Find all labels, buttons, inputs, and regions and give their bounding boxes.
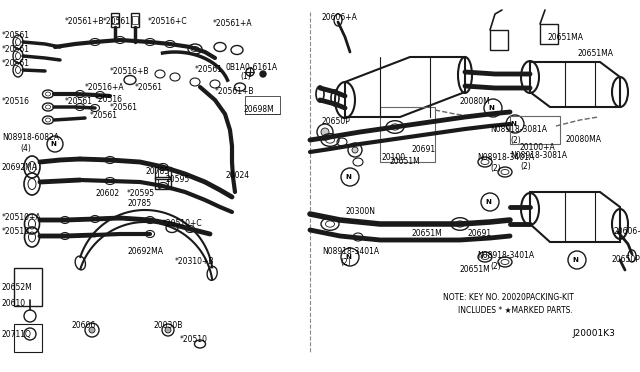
Text: *20595: *20595: [127, 189, 155, 199]
Text: *20561: *20561: [110, 103, 138, 112]
Text: *20310+B: *20310+B: [175, 257, 214, 266]
Text: (2): (2): [340, 257, 351, 266]
Bar: [155, 177, 171, 189]
Text: (2): (2): [490, 164, 500, 173]
Text: 20651M: 20651M: [460, 266, 491, 275]
Bar: [158, 169, 168, 177]
Text: *20516+A: *20516+A: [85, 83, 125, 93]
Text: *20516: *20516: [95, 96, 123, 105]
Text: *20561: *20561: [2, 45, 30, 55]
Circle shape: [260, 71, 266, 77]
Text: *20561: *20561: [135, 83, 163, 93]
Text: N08918-3401A: N08918-3401A: [477, 251, 534, 260]
Text: *20561: *20561: [2, 32, 30, 41]
Text: N: N: [488, 105, 494, 111]
Text: *20510+A: *20510+A: [2, 212, 42, 221]
Text: 20691: 20691: [412, 145, 436, 154]
Text: 20692MA: 20692MA: [2, 163, 38, 171]
Text: *20510: *20510: [180, 336, 208, 344]
Text: 20595: 20595: [165, 174, 189, 183]
Text: 20692MA: 20692MA: [128, 247, 164, 257]
Bar: [490, 30, 508, 50]
Circle shape: [321, 128, 329, 136]
Text: *20561: *20561: [90, 112, 118, 121]
Text: N: N: [572, 257, 578, 263]
Text: 20606: 20606: [72, 321, 96, 330]
Text: 20606+A: 20606+A: [322, 13, 358, 22]
Circle shape: [352, 147, 358, 153]
Text: N: N: [50, 141, 56, 147]
Text: N08918-6082A: N08918-6082A: [2, 134, 59, 142]
Text: 20650P: 20650P: [612, 256, 640, 264]
Text: NOTE: KEY NO. 20020PACKING-KIT: NOTE: KEY NO. 20020PACKING-KIT: [443, 292, 574, 301]
Text: 20651M: 20651M: [390, 157, 420, 167]
Text: 20080M: 20080M: [460, 97, 491, 106]
Text: *20510: *20510: [2, 228, 30, 237]
Text: *20516: *20516: [2, 97, 30, 106]
Text: *20561+B: *20561+B: [65, 17, 104, 26]
Bar: [155, 167, 171, 179]
Text: 20610: 20610: [2, 299, 26, 308]
Bar: [111, 13, 119, 27]
Text: *20561: *20561: [2, 60, 30, 68]
Text: 0B1A0-6161A: 0B1A0-6161A: [225, 62, 277, 71]
Text: 20785: 20785: [127, 199, 151, 208]
Bar: [132, 16, 138, 24]
Text: (1): (1): [240, 73, 251, 81]
Bar: [245, 96, 280, 114]
Text: INCLUDES * ★MARKED PARTS.: INCLUDES * ★MARKED PARTS.: [458, 305, 573, 314]
Text: 20651MA: 20651MA: [578, 49, 614, 58]
Text: J20001K3: J20001K3: [572, 330, 615, 339]
Text: *20561+A: *20561+A: [213, 19, 253, 29]
Text: *20510+C: *20510+C: [163, 219, 203, 228]
Bar: [510, 116, 560, 144]
Text: 20024: 20024: [225, 171, 249, 180]
Text: *20561: *20561: [65, 97, 93, 106]
Text: 20691: 20691: [468, 230, 492, 238]
Text: N08918-3081A: N08918-3081A: [510, 151, 567, 160]
Text: 20602: 20602: [95, 189, 119, 199]
Text: 20651M: 20651M: [412, 230, 443, 238]
Text: 20100+A: 20100+A: [520, 144, 556, 153]
Text: 20652M: 20652M: [2, 283, 33, 292]
Text: 20711Q: 20711Q: [2, 330, 32, 339]
Text: 20785: 20785: [145, 167, 169, 176]
Bar: [14, 324, 42, 352]
Text: (4): (4): [20, 144, 31, 153]
Circle shape: [165, 327, 171, 333]
Bar: [540, 24, 558, 44]
Text: (2): (2): [490, 262, 500, 270]
Text: 20698M: 20698M: [243, 106, 274, 115]
Text: 20650P: 20650P: [322, 118, 351, 126]
Text: *20561: *20561: [103, 17, 131, 26]
Text: 20651MA: 20651MA: [548, 33, 584, 42]
Text: N08918-3081A: N08918-3081A: [490, 125, 547, 135]
Text: 20080MA: 20080MA: [565, 135, 601, 144]
Text: N08918-3401A: N08918-3401A: [477, 154, 534, 163]
Text: 20030B: 20030B: [153, 321, 182, 330]
Text: (2): (2): [510, 135, 521, 144]
Bar: [14, 268, 42, 306]
Text: *20561+B: *20561+B: [215, 87, 255, 96]
Bar: [380, 107, 435, 162]
Circle shape: [89, 327, 95, 333]
Text: N08918-3401A: N08918-3401A: [322, 247, 379, 257]
Text: (2): (2): [520, 161, 531, 170]
Text: N: N: [510, 121, 516, 127]
Text: 20100: 20100: [382, 153, 406, 161]
Text: 20606+A: 20606+A: [614, 228, 640, 237]
Bar: [131, 13, 139, 27]
Bar: [112, 16, 118, 24]
Text: *20516+C: *20516+C: [148, 17, 188, 26]
Text: *20516+B: *20516+B: [110, 67, 150, 77]
Text: *20561: *20561: [195, 65, 223, 74]
Text: 20300N: 20300N: [345, 208, 375, 217]
Text: N: N: [485, 199, 491, 205]
Text: N: N: [345, 254, 351, 260]
Bar: [158, 179, 168, 187]
Text: N: N: [345, 174, 351, 180]
